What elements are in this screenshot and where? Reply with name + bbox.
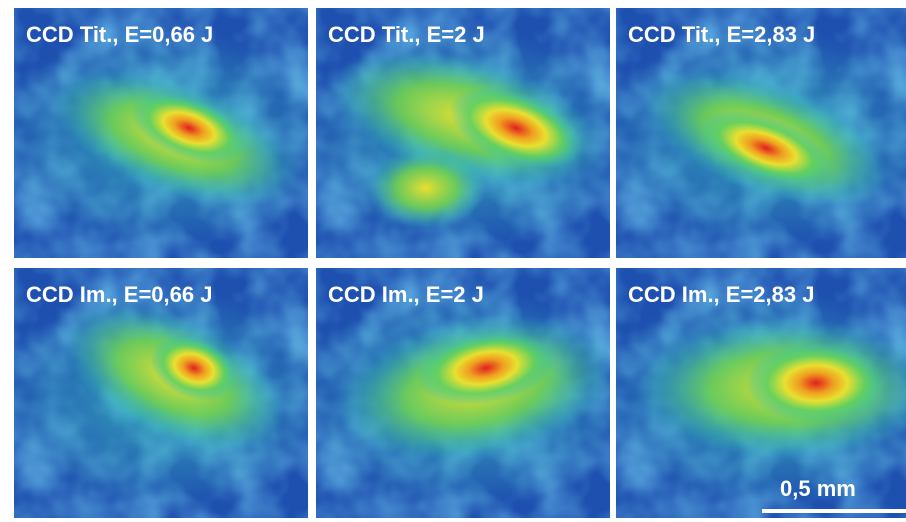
image-panel: CCD Im., E=2,83 J (616, 268, 906, 518)
image-panel: CCD Im., E=2 J (316, 268, 610, 518)
heatmap (616, 8, 906, 258)
scale-bar (762, 509, 906, 513)
image-panel: CCD Im., E=0,66 J (14, 268, 308, 518)
heatmap (616, 268, 906, 518)
panel-label: CCD Tit., E=2,83 J (628, 22, 816, 47)
panel-label: CCD Im., E=2,83 J (628, 282, 815, 307)
image-panel: CCD Tit., E=2,83 J (616, 8, 906, 258)
panel-label: CCD Im., E=0,66 J (26, 282, 213, 307)
panel-label: CCD Tit., E=2 J (328, 22, 485, 47)
heatmap (14, 268, 308, 518)
scale-label: 0,5 mm (780, 476, 856, 501)
panel-label: CCD Im., E=2 J (328, 282, 484, 307)
image-panel: CCD Tit., E=2 J (316, 8, 610, 258)
image-panel: CCD Tit., E=0,66 J (14, 8, 308, 258)
heatmap (316, 268, 610, 518)
heatmap (316, 8, 610, 258)
panel-label: CCD Tit., E=0,66 J (26, 22, 214, 47)
heatmap (14, 8, 308, 258)
